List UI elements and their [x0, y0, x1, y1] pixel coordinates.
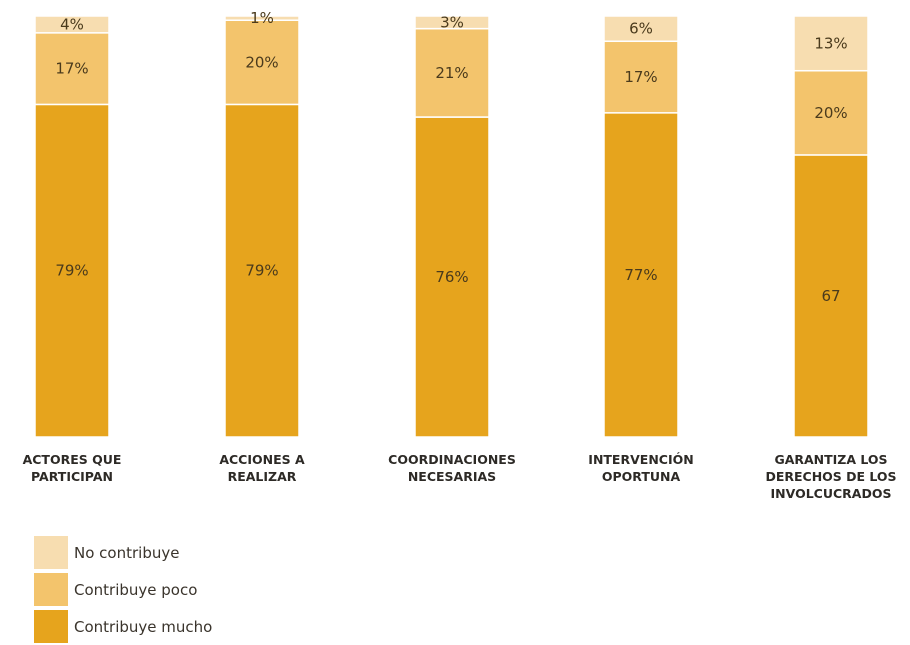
bar-segment — [793, 69, 869, 156]
bar-segment — [414, 116, 490, 438]
bar-segment — [34, 103, 110, 438]
data-label: 67 — [821, 287, 840, 305]
bar-segment — [603, 112, 679, 438]
data-label: 20% — [814, 104, 847, 122]
bar-segment — [34, 15, 110, 34]
category-label: COORDINACIONES NECESARIAS — [388, 452, 516, 484]
bar-segment — [34, 32, 110, 106]
stacked-bar-chart: 79% 17% 4% ACTORES QUE PARTICIPAN 79% 20% 1% ACC… — [23, 9, 897, 501]
bar-segment — [224, 19, 300, 106]
legend-item-contribuye-mucho: Contribuye mucho — [34, 608, 212, 645]
category-label: ACTORES QUE PARTICIPAN — [23, 452, 122, 484]
bar-segment — [414, 27, 490, 118]
category-label: GARANTIZA LOS DERECHOS DE LOS INVOLCUCRADO… — [765, 452, 896, 501]
data-label: 21% — [435, 64, 468, 82]
bar-segment — [224, 15, 300, 21]
data-label: 13% — [814, 34, 847, 52]
legend-label-contribuye-mucho: Contribuye mucho — [74, 617, 213, 636]
data-label: 17% — [55, 60, 88, 78]
data-label: 17% — [624, 68, 657, 86]
category-label: INTERVENCIÓN OPORTUNA — [588, 452, 693, 484]
legend-item-contribuye-poco: Contribuye poco — [34, 571, 212, 608]
legend-swatch-no-contribuye — [34, 536, 68, 569]
data-label: 20% — [245, 53, 278, 71]
bar-segment — [793, 15, 869, 72]
legend-swatch-contribuye-poco — [34, 573, 68, 606]
bar-segment — [603, 15, 679, 43]
legend-item-no-contribuye: No contribuye — [34, 534, 212, 571]
data-label: 1% — [250, 9, 274, 27]
legend-label-contribuye-poco: Contribuye poco — [74, 580, 198, 599]
bar-segment — [224, 103, 300, 438]
legend-label-no-contribuye: No contribuye — [74, 543, 180, 562]
bar-segment — [603, 40, 679, 114]
data-label: 4% — [60, 15, 84, 33]
legend-swatch-contribuye-mucho — [34, 610, 68, 643]
data-label: 79% — [245, 262, 278, 280]
data-label: 79% — [55, 262, 88, 280]
category-label: ACCIONES A REALIZAR — [219, 452, 305, 484]
chart-legend: No contribuye Contribuye poco Contribuye… — [34, 534, 212, 645]
bar-segment — [414, 15, 490, 30]
data-label: 77% — [624, 266, 657, 284]
data-label: 6% — [629, 20, 653, 38]
data-label: 3% — [440, 13, 464, 31]
data-label: 76% — [435, 268, 468, 286]
